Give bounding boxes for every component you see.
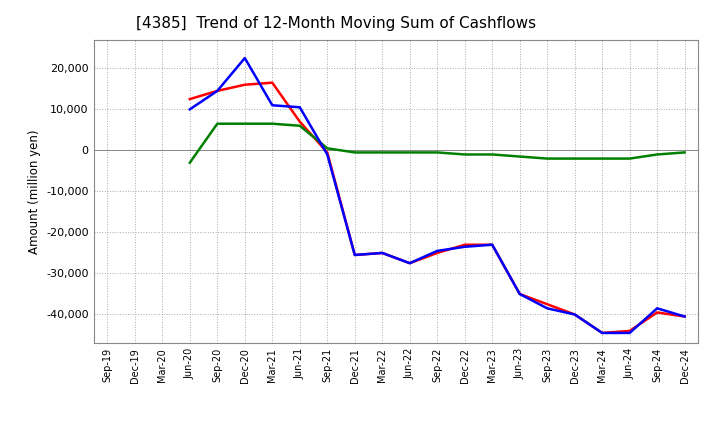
Operating Cashflow (323, 150, 332, 155)
Operating Cashflow (351, 253, 359, 258)
Investing Cashflow (626, 156, 634, 161)
Operating Cashflow (460, 242, 469, 247)
Free Cashflow (570, 312, 579, 317)
Operating Cashflow (626, 328, 634, 334)
Investing Cashflow (405, 150, 414, 155)
Investing Cashflow (240, 121, 249, 126)
Free Cashflow (543, 306, 552, 311)
Investing Cashflow (543, 156, 552, 161)
Text: [4385]  Trend of 12-Month Moving Sum of Cashflows: [4385] Trend of 12-Month Moving Sum of C… (136, 16, 536, 32)
Operating Cashflow (186, 96, 194, 102)
Free Cashflow (240, 55, 249, 61)
Investing Cashflow (268, 121, 276, 126)
Operating Cashflow (680, 314, 689, 319)
Free Cashflow (680, 314, 689, 319)
Free Cashflow (213, 88, 222, 94)
Free Cashflow (295, 105, 304, 110)
Operating Cashflow (378, 250, 387, 256)
Free Cashflow (516, 291, 524, 297)
Free Cashflow (626, 330, 634, 336)
Free Cashflow (488, 242, 497, 247)
Free Cashflow (323, 152, 332, 157)
Operating Cashflow (433, 250, 441, 256)
Free Cashflow (598, 330, 606, 336)
Operating Cashflow (213, 88, 222, 94)
Free Cashflow (351, 253, 359, 258)
Investing Cashflow (323, 146, 332, 151)
Investing Cashflow (460, 152, 469, 157)
Operating Cashflow (516, 291, 524, 297)
Operating Cashflow (405, 260, 414, 266)
Free Cashflow (460, 244, 469, 249)
Operating Cashflow (268, 80, 276, 85)
Operating Cashflow (488, 242, 497, 247)
Line: Free Cashflow: Free Cashflow (190, 58, 685, 333)
Investing Cashflow (295, 123, 304, 128)
Free Cashflow (653, 306, 662, 311)
Investing Cashflow (570, 156, 579, 161)
Investing Cashflow (433, 150, 441, 155)
Operating Cashflow (543, 301, 552, 307)
Free Cashflow (186, 107, 194, 112)
Investing Cashflow (213, 121, 222, 126)
Investing Cashflow (378, 150, 387, 155)
Investing Cashflow (680, 150, 689, 155)
Y-axis label: Amount (million yen): Amount (million yen) (27, 129, 40, 253)
Free Cashflow (268, 103, 276, 108)
Investing Cashflow (516, 154, 524, 159)
Investing Cashflow (186, 160, 194, 165)
Operating Cashflow (240, 82, 249, 88)
Free Cashflow (433, 248, 441, 253)
Free Cashflow (405, 260, 414, 266)
Line: Operating Cashflow: Operating Cashflow (190, 83, 685, 333)
Investing Cashflow (598, 156, 606, 161)
Operating Cashflow (653, 310, 662, 315)
Investing Cashflow (488, 152, 497, 157)
Investing Cashflow (351, 150, 359, 155)
Operating Cashflow (295, 119, 304, 124)
Operating Cashflow (598, 330, 606, 336)
Investing Cashflow (653, 152, 662, 157)
Operating Cashflow (570, 312, 579, 317)
Free Cashflow (378, 250, 387, 256)
Line: Investing Cashflow: Investing Cashflow (190, 124, 685, 163)
